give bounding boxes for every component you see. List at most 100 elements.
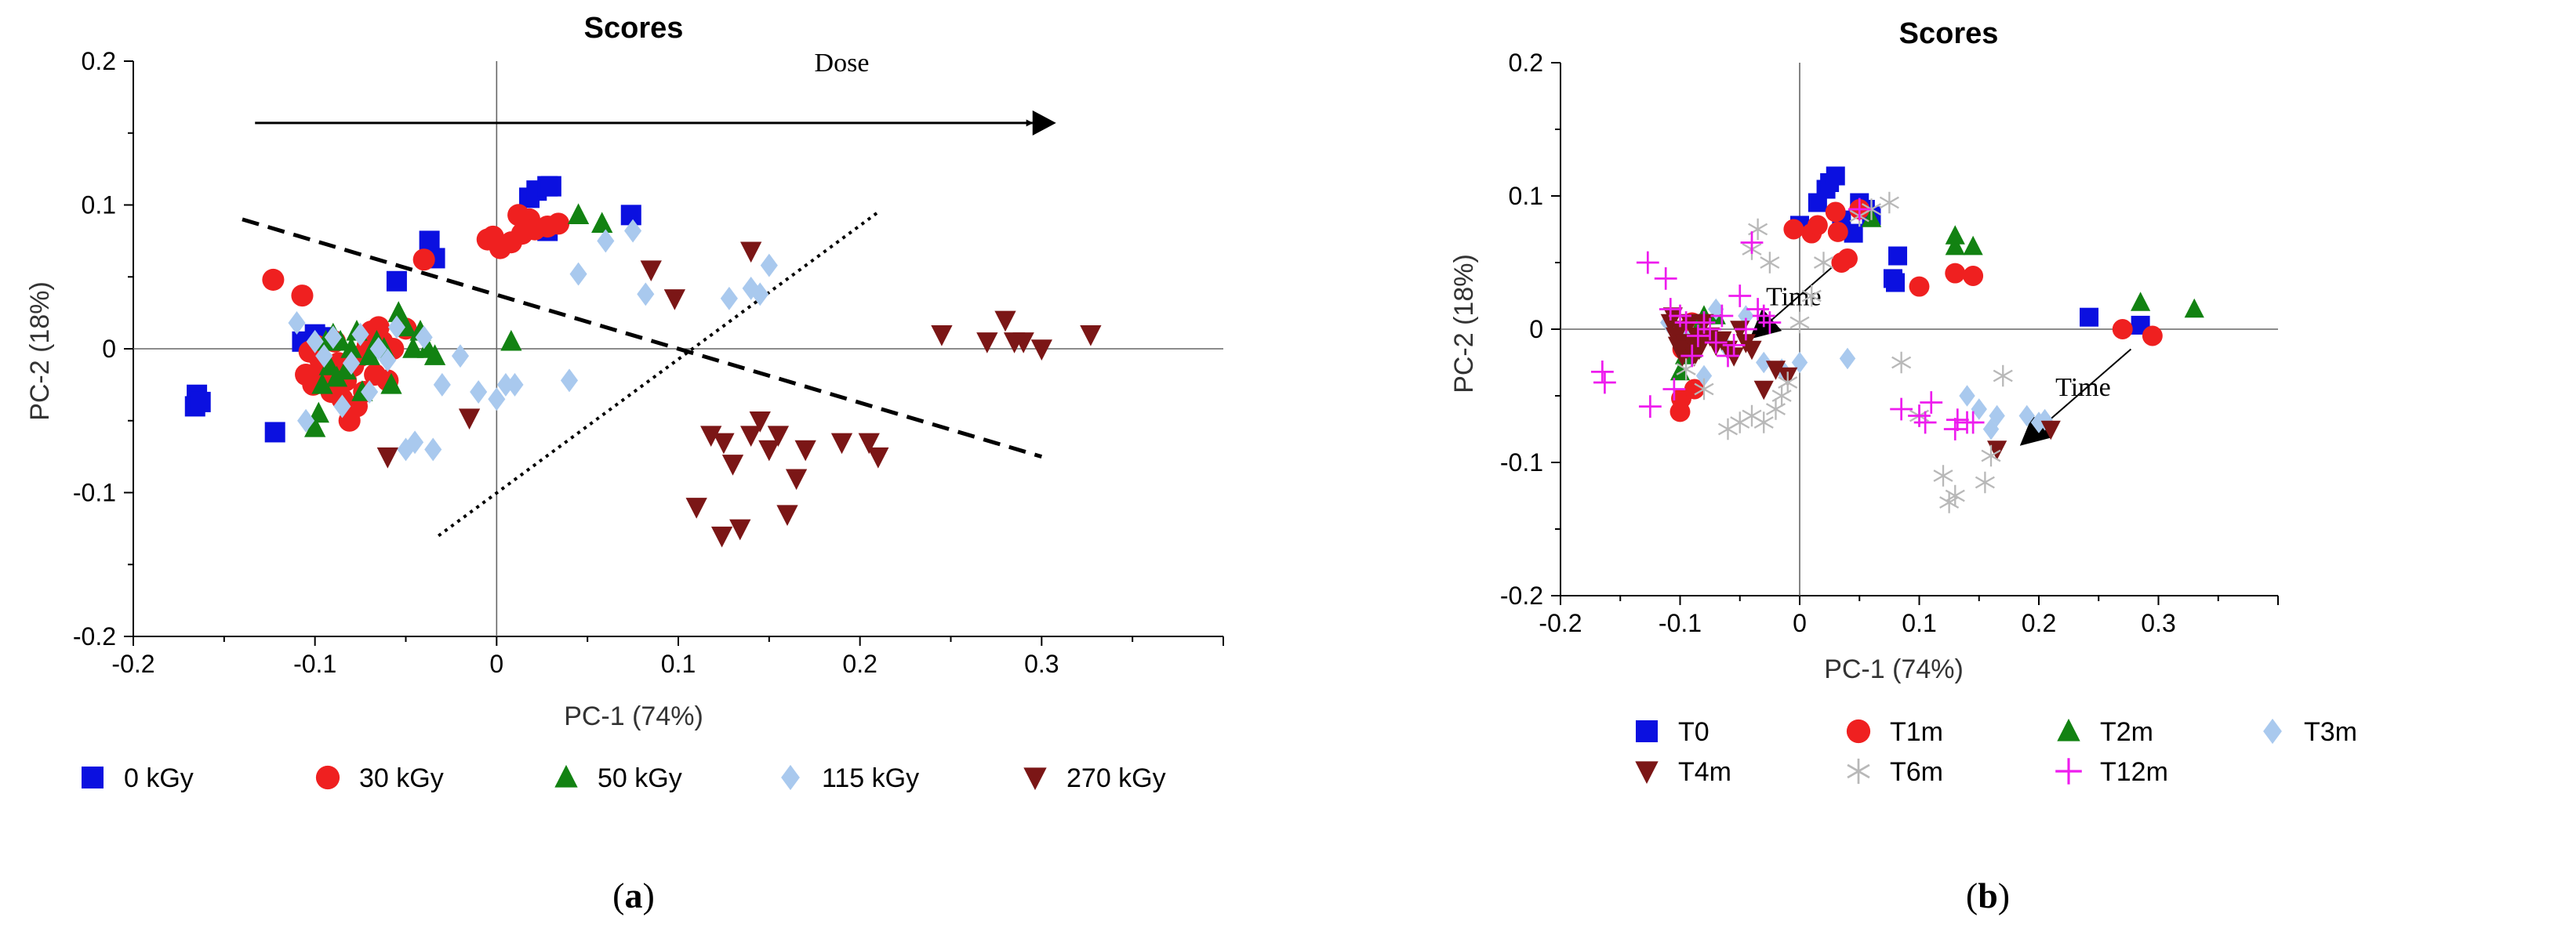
data-point xyxy=(415,325,433,350)
data-point xyxy=(794,440,816,462)
dotted-separator-line xyxy=(438,211,880,538)
data-point xyxy=(307,401,329,423)
data-point xyxy=(740,241,762,263)
data-point xyxy=(1890,397,1913,421)
chart-a-axes: -0.2 -0.1 0 0.1 0.2 0.3 -0.2 -0.1 0 0.1 0.2 xyxy=(73,47,1224,678)
data-point xyxy=(858,433,880,455)
data-point xyxy=(2018,404,2035,427)
legend-label: T12m xyxy=(2100,757,2168,787)
data-point xyxy=(1717,418,1739,440)
legend-marker xyxy=(1846,719,1871,744)
data-point xyxy=(1742,404,1762,427)
annotation-label: Time xyxy=(2055,373,2111,402)
data-point xyxy=(1791,351,1808,374)
x-tick-label: -0.1 xyxy=(1659,609,1702,637)
data-point xyxy=(1945,225,1965,245)
annotation-label: Dose xyxy=(815,49,870,78)
data-point xyxy=(1012,332,1034,353)
data-point xyxy=(386,270,407,292)
data-point xyxy=(1909,276,1930,297)
data-point xyxy=(1760,252,1780,274)
data-point xyxy=(1593,371,1616,394)
data-point xyxy=(1807,215,1828,236)
legend-label: T1m xyxy=(1890,717,1943,747)
legend-marker xyxy=(554,764,578,788)
data-point xyxy=(713,433,735,455)
data-point xyxy=(351,322,369,346)
data-point xyxy=(540,176,561,197)
data-point xyxy=(547,212,570,235)
data-point xyxy=(637,282,655,306)
data-point xyxy=(1636,251,1659,274)
data-point xyxy=(1888,246,1908,266)
y-tick-label: -0.1 xyxy=(73,479,116,507)
data-point xyxy=(1826,166,1845,186)
data-point xyxy=(1704,331,1728,354)
data-point xyxy=(569,262,587,286)
legend-label: T6m xyxy=(1890,757,1943,787)
data-point xyxy=(1730,411,1750,433)
data-point xyxy=(1801,285,1822,307)
data-point xyxy=(402,337,424,358)
data-point xyxy=(740,426,762,448)
data-point xyxy=(1680,344,1704,368)
chart-b-points xyxy=(1590,166,2204,513)
data-point xyxy=(315,344,333,368)
data-point xyxy=(500,329,522,351)
data-point xyxy=(1722,334,1746,357)
data-point xyxy=(488,387,506,411)
data-point xyxy=(1695,364,1713,387)
data-point xyxy=(931,324,953,346)
series-t12m xyxy=(1590,198,1985,440)
data-point xyxy=(721,455,744,476)
data-point xyxy=(419,230,440,252)
data-point xyxy=(397,437,415,462)
data-point xyxy=(1590,361,1614,383)
data-point xyxy=(291,285,314,307)
data-point xyxy=(700,426,722,448)
data-point xyxy=(1945,263,1966,284)
chart-a: Scores PC-1 (74%) PC-2 (18%) -0.2 -0.1 0 0.… xyxy=(25,12,1224,915)
data-point xyxy=(1662,307,1683,327)
data-point xyxy=(1813,252,1834,274)
series-t4m xyxy=(1660,307,2061,460)
data-point xyxy=(451,344,470,368)
y-tick-label: 0.1 xyxy=(1509,182,1543,210)
data-point xyxy=(369,337,387,361)
data-point xyxy=(830,433,853,455)
x-tick-label: 0.3 xyxy=(2141,609,2175,637)
legend-label: 115 kGy xyxy=(822,763,919,793)
y-tick-label: -0.2 xyxy=(1500,582,1543,610)
chart-b-legend: T0 T1m T2m T3m T4m T6m T12m xyxy=(1635,717,2357,787)
y-tick-label: 0.1 xyxy=(82,191,116,219)
chart-a-title: Scores xyxy=(584,12,684,45)
data-point xyxy=(785,469,808,491)
dashed-separator-line xyxy=(242,217,1043,459)
data-point xyxy=(1783,219,1804,240)
data-point xyxy=(1908,404,1931,427)
arrow-head xyxy=(1032,110,1056,136)
legend-marker xyxy=(781,764,800,791)
data-point xyxy=(262,268,285,291)
data-point xyxy=(387,301,409,322)
data-point xyxy=(640,260,662,282)
data-point xyxy=(1886,273,1905,292)
data-point xyxy=(1945,484,1965,507)
data-point xyxy=(1680,314,1700,334)
series-270-kgy xyxy=(376,241,1102,548)
data-point xyxy=(423,344,446,365)
chart-b-title: Scores xyxy=(1899,17,1999,50)
data-point xyxy=(1946,408,1969,431)
data-point xyxy=(358,344,380,365)
data-point xyxy=(1738,305,1754,327)
legend-marker xyxy=(2055,758,2082,785)
data-point xyxy=(1982,418,2000,440)
data-point xyxy=(1684,379,1705,400)
data-point xyxy=(591,212,613,234)
data-point xyxy=(2131,292,2151,311)
y-tick-label: -0.2 xyxy=(73,622,116,651)
data-point xyxy=(749,411,771,433)
data-point xyxy=(1699,317,1722,341)
data-point xyxy=(470,380,488,404)
